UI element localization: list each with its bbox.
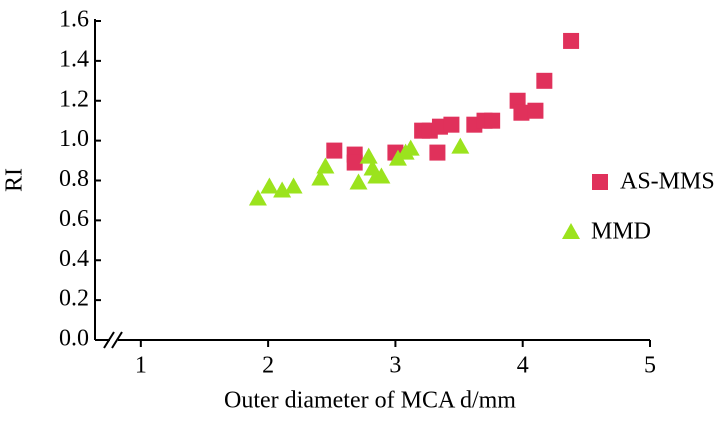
point xyxy=(349,173,368,190)
point xyxy=(527,102,544,119)
point xyxy=(316,157,335,174)
y-tick-label: 0.8 xyxy=(59,166,89,192)
y-axis-label: RI xyxy=(2,168,28,192)
x-tick-label: 4 xyxy=(517,353,529,379)
x-tick-label: 3 xyxy=(389,353,401,379)
point xyxy=(451,137,470,154)
legend-label: MMD xyxy=(591,219,651,245)
point xyxy=(359,147,378,164)
x-tick-label: 1 xyxy=(135,353,147,379)
point xyxy=(443,116,460,133)
y-tick-label: 0.6 xyxy=(59,206,89,232)
point xyxy=(260,177,279,194)
point xyxy=(248,189,267,206)
y-tick-label: 1.4 xyxy=(59,46,89,72)
legend-marker xyxy=(592,174,608,190)
point xyxy=(372,167,391,184)
y-tick-label: 1.2 xyxy=(59,86,89,112)
x-tick-label: 5 xyxy=(644,353,656,379)
point xyxy=(563,32,580,49)
point xyxy=(401,139,420,156)
point xyxy=(484,112,501,129)
point xyxy=(284,177,303,194)
point xyxy=(429,144,446,161)
point xyxy=(326,142,343,159)
x-tick-label: 2 xyxy=(262,353,274,379)
x-axis-label: Outer diameter of MCA d/mm xyxy=(224,388,516,414)
point xyxy=(513,104,530,121)
y-tick-label: 1.6 xyxy=(59,7,89,33)
y-tick-label: 0.2 xyxy=(59,286,89,312)
point xyxy=(311,169,330,186)
point xyxy=(536,72,553,89)
legend-marker xyxy=(562,223,580,239)
point xyxy=(346,154,363,171)
y-tick-label: 1.0 xyxy=(59,126,89,152)
legend-label: AS-MMS xyxy=(620,169,715,195)
axis-break xyxy=(103,331,123,349)
y-tick-label: 0.4 xyxy=(59,246,89,272)
y-tick-label: 0.0 xyxy=(59,326,89,352)
